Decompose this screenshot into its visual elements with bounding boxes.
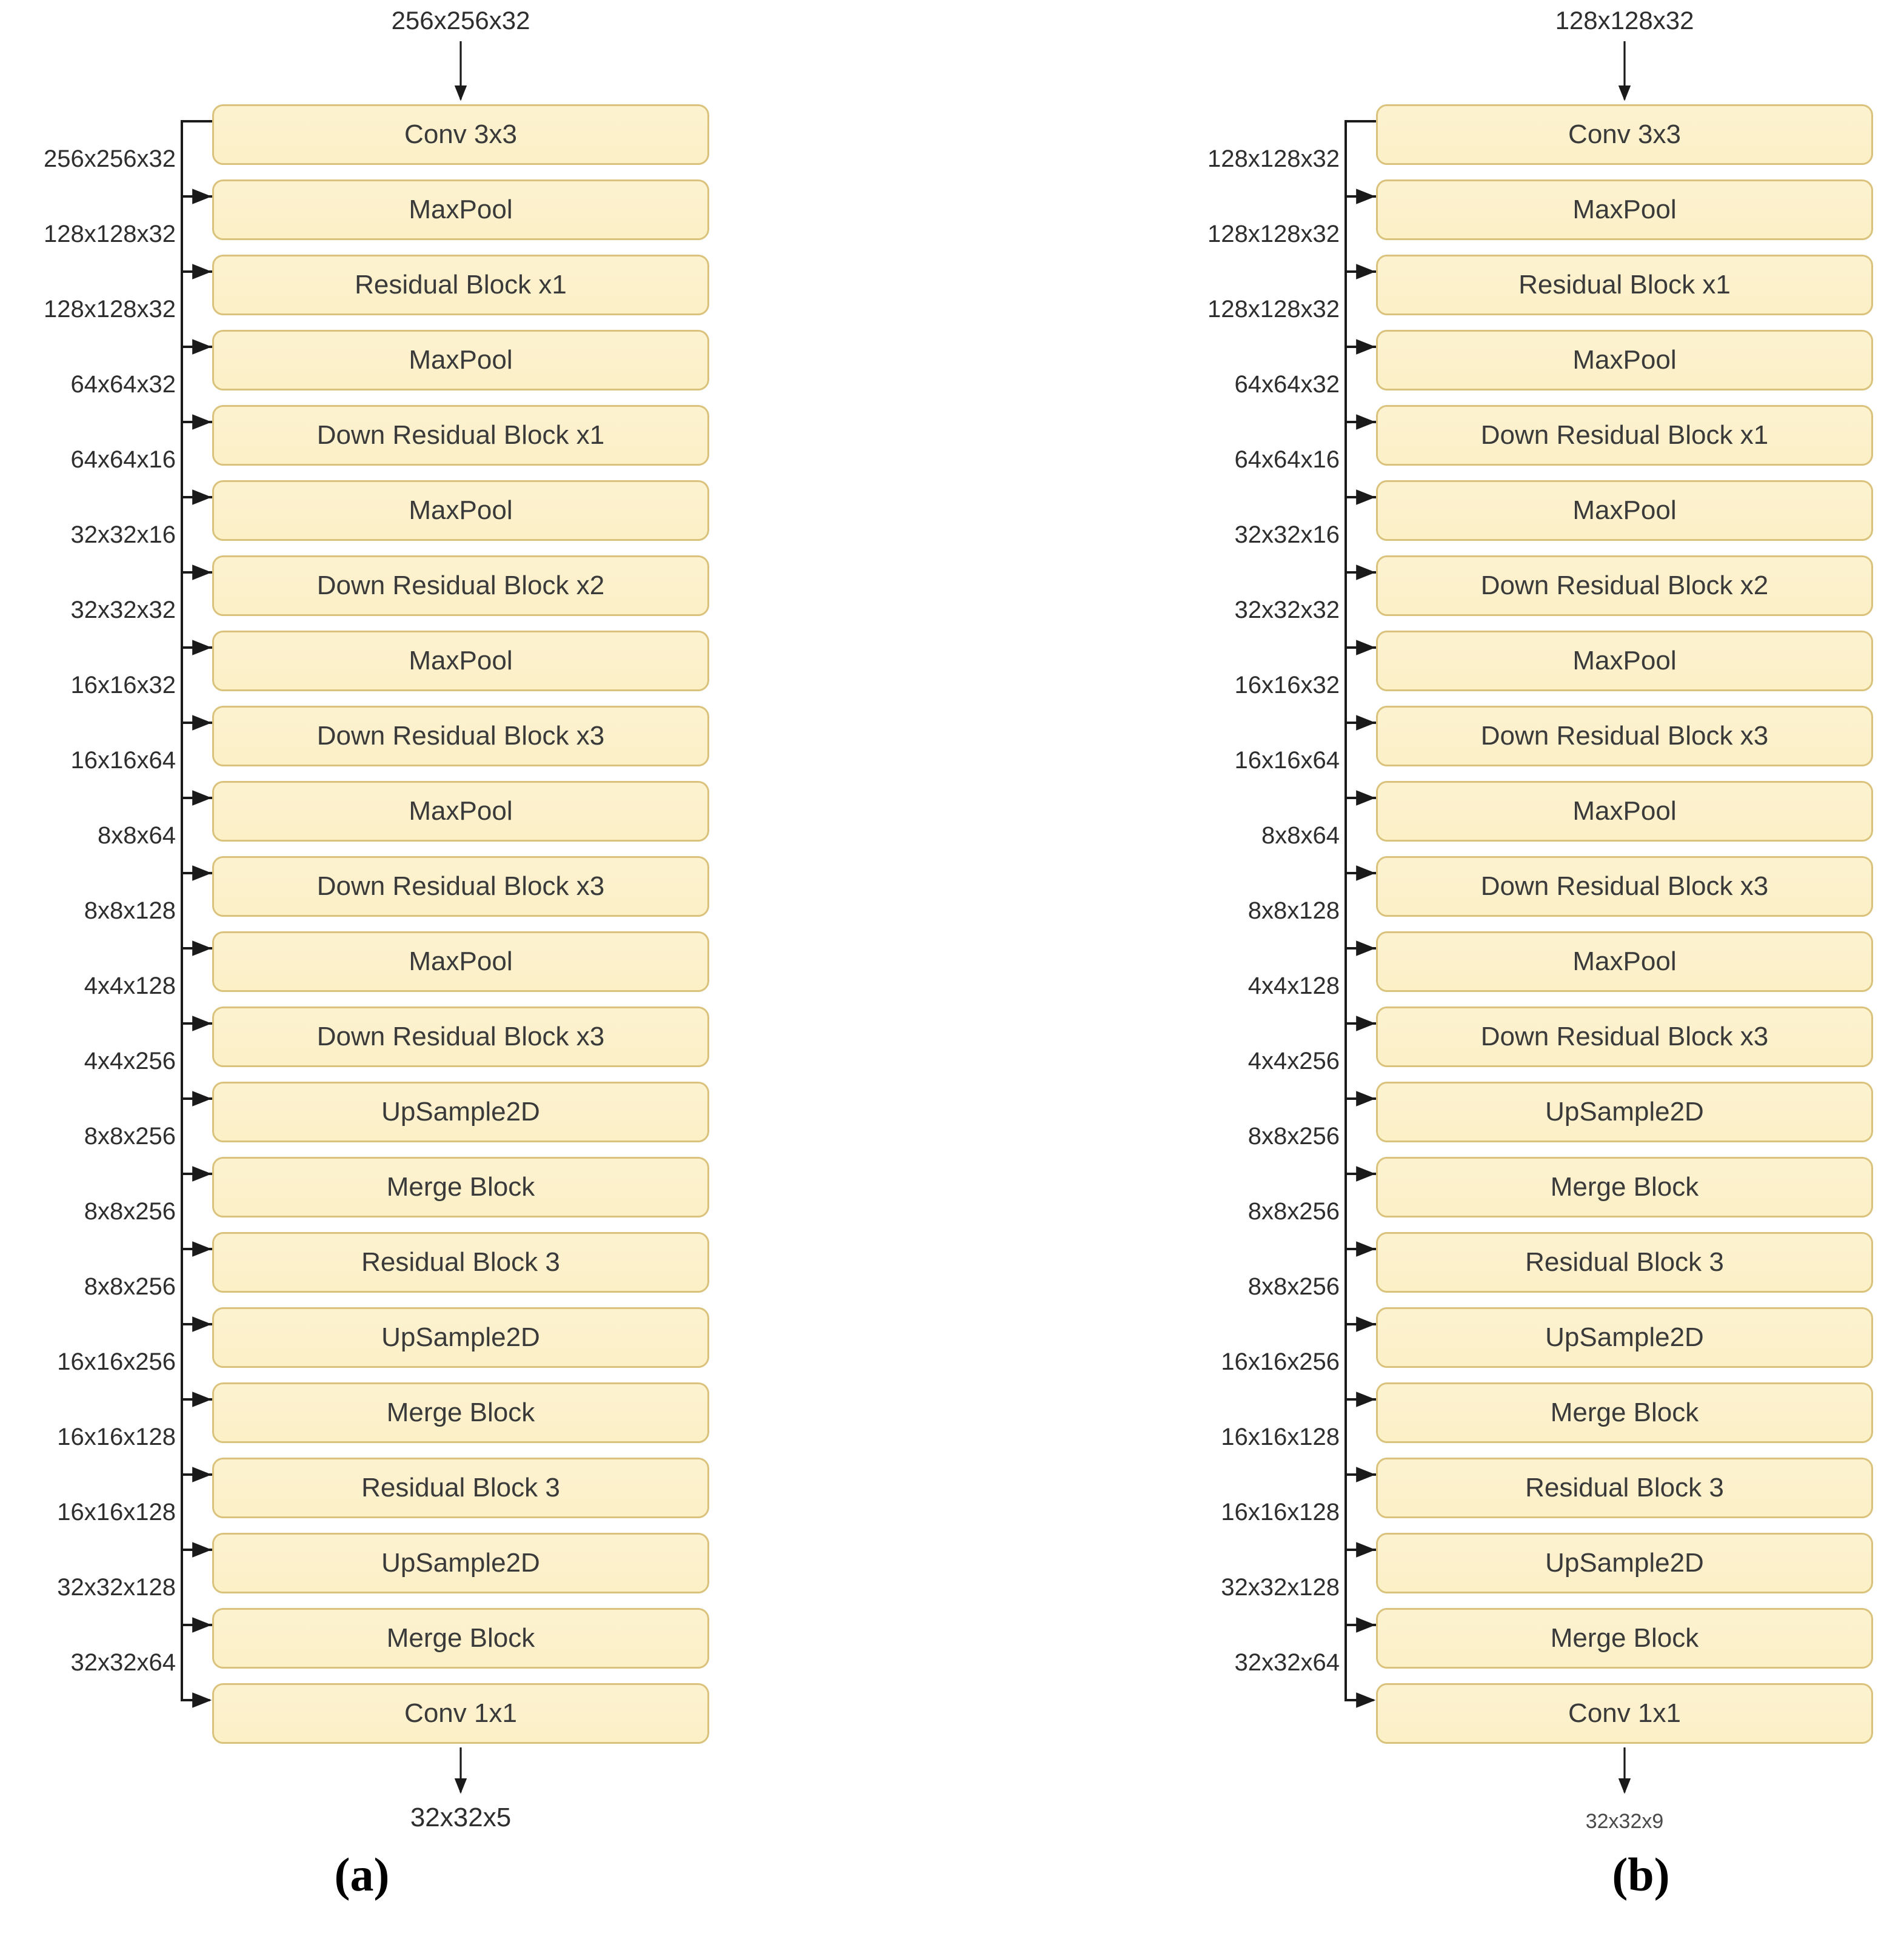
skip-bracket-connector [1344,1173,1376,1257]
skip-bracket-connector [181,1022,212,1107]
skip-bracket-connector [1344,872,1376,956]
skip-bracket-connector [1344,571,1376,655]
skip-bracket-connector [1344,421,1376,505]
skip-bracket-connector [181,947,212,1031]
skip-bracket-connector [1344,1097,1376,1182]
skip-bracket-connector [181,1398,212,1482]
skip-bracket-connector [181,1248,212,1332]
skip-bracket-connector [1344,797,1376,881]
skip-bracket-connector [1344,1248,1376,1332]
skip-bracket-connector [1344,1398,1376,1482]
skip-bracket-connector [181,1473,212,1558]
skip-bracket-connector [1344,496,1376,580]
skip-bracket-connector [1344,120,1376,204]
skip-bracket-connector [181,1624,212,1708]
skip-bracket-connector [181,195,212,280]
skip-bracket-connector [181,270,212,355]
skip-bracket-connector [1344,270,1376,355]
skip-bracket-connector [1344,195,1376,280]
skip-bracket-connector [181,1173,212,1257]
skip-bracket-connector [1344,1022,1376,1107]
skip-bracket-connector [1344,1549,1376,1633]
skip-bracket-connector [181,722,212,806]
skip-bracket-connector [181,1323,212,1407]
skip-bracket-connector [1344,947,1376,1031]
skip-bracket-connector [181,646,212,731]
skip-bracket-connector [1344,1473,1376,1558]
skip-bracket-connector [1344,1323,1376,1407]
skip-bracket-connector [1344,722,1376,806]
skip-bracket-connector [181,496,212,580]
skip-bracket-connector [181,421,212,505]
skip-bracket-connector [181,346,212,430]
skip-bracket-connector [181,872,212,956]
skip-bracket-connector [181,1097,212,1182]
skip-bracket-connector [1344,1624,1376,1708]
skip-bracket-connector [181,571,212,655]
skip-bracket-connector [1344,646,1376,731]
skip-bracket-connector [1344,346,1376,430]
skip-bracket-connector [181,1549,212,1633]
skip-bracket-connector [181,797,212,881]
skip-bracket-connector [181,120,212,204]
